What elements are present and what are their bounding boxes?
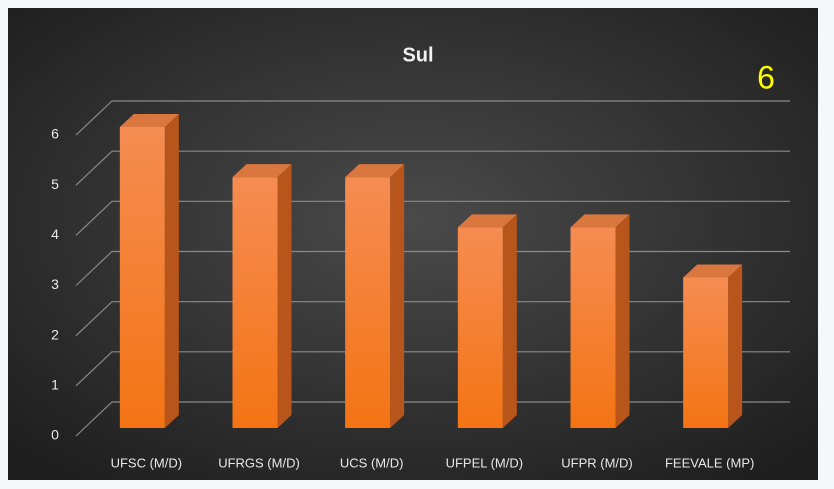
bar xyxy=(232,177,278,428)
bar xyxy=(570,227,616,428)
x-tick-label: UFPR (M/D) xyxy=(561,455,633,470)
bar-side xyxy=(277,164,292,428)
grid-line xyxy=(75,200,790,236)
y-tick-label: 1 xyxy=(51,377,59,393)
bar-top xyxy=(119,114,179,127)
grid-line xyxy=(75,401,790,437)
bar-side xyxy=(390,164,405,428)
bar xyxy=(119,127,165,428)
bar xyxy=(683,277,729,428)
bar-top xyxy=(345,164,405,178)
bar-side xyxy=(164,114,179,428)
y-tick-label: 3 xyxy=(51,276,59,292)
bar xyxy=(457,227,503,428)
bar-side xyxy=(502,214,517,428)
bar-top xyxy=(232,164,292,178)
bar-side xyxy=(615,214,630,428)
chart-title: Sul xyxy=(402,44,433,66)
grid-line xyxy=(75,351,790,387)
x-tick-label: UCS (M/D) xyxy=(340,455,404,470)
y-tick-label: 6 xyxy=(51,126,59,142)
bar-top xyxy=(683,264,743,278)
y-tick-label: 2 xyxy=(51,326,59,342)
annotation: 6 xyxy=(757,59,775,95)
grid-line xyxy=(75,301,790,337)
y-tick-label: 0 xyxy=(51,427,59,443)
grid-line xyxy=(75,250,790,286)
y-tick-label: 4 xyxy=(51,226,59,242)
grid-line xyxy=(75,100,790,136)
grid-line xyxy=(75,150,790,186)
x-tick-label: UFRGS (M/D) xyxy=(218,455,300,470)
x-tick-label: UFSC (M/D) xyxy=(111,455,183,470)
x-tick-label: UFPEL (M/D) xyxy=(446,455,524,470)
bar-side xyxy=(728,264,743,428)
bar-top xyxy=(570,214,630,228)
x-tick-label: FEEVALE (MP) xyxy=(665,455,754,470)
bar-top xyxy=(457,214,517,228)
bar xyxy=(345,177,391,428)
y-tick-label: 5 xyxy=(51,176,59,192)
